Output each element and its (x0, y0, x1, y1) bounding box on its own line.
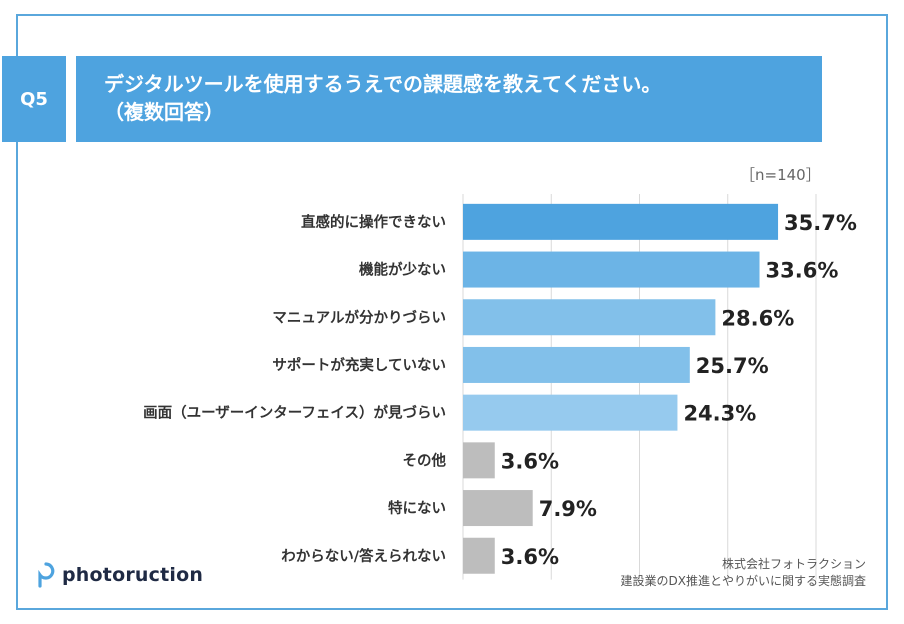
category-label: 画面（ユーザーインターフェイス）が見づらい (143, 404, 446, 422)
bar (463, 442, 495, 479)
question-title: デジタルツールを使用するうえでの課題感を教えてください。 （複数回答） (76, 56, 822, 142)
category-label: 機能が少ない (359, 261, 446, 279)
question-text-line2: （複数回答） (104, 100, 224, 124)
category-label: 直感的に操作できない (301, 213, 446, 231)
bar (463, 537, 495, 574)
source-survey-title: 建設業のDX推進とやりがいに関する実態調査 (620, 574, 866, 588)
brand-logo: photoruction (36, 562, 203, 588)
category-label: その他 (403, 451, 447, 469)
category-label: サポートが充実していない (272, 356, 446, 374)
question-number: Q5 (20, 88, 48, 110)
bar (463, 251, 760, 288)
value-label: 35.7% (784, 211, 857, 235)
photoruction-logo-icon (38, 562, 55, 588)
sample-size-label: ［n=140］ (740, 166, 821, 184)
value-label: 28.6% (721, 306, 794, 330)
bar (463, 394, 678, 431)
value-label: 7.9% (539, 497, 597, 521)
value-label: 3.6% (501, 545, 559, 569)
value-label: 24.3% (683, 402, 756, 426)
bar (463, 203, 779, 240)
brand-logo-text: photoruction (62, 564, 204, 586)
source-note: 株式会社フォトラクション 建設業のDX推進とやりがいに関する実態調査 (621, 556, 866, 590)
bar (463, 299, 716, 336)
value-label: 3.6% (501, 449, 559, 473)
value-label: 33.6% (766, 259, 839, 283)
question-number-badge: Q5 (2, 56, 66, 142)
question-text-line1: デジタルツールを使用するうえでの課題感を教えてください。 (104, 72, 662, 96)
source-company: 株式会社フォトラクション (721, 557, 866, 571)
bar (463, 490, 533, 527)
category-label: わからない/答えられない (281, 547, 446, 565)
value-label: 25.7% (696, 354, 769, 378)
bar (463, 346, 690, 383)
category-label: 特にない (388, 499, 446, 517)
category-label: マニュアルが分かりづらい (272, 308, 446, 326)
